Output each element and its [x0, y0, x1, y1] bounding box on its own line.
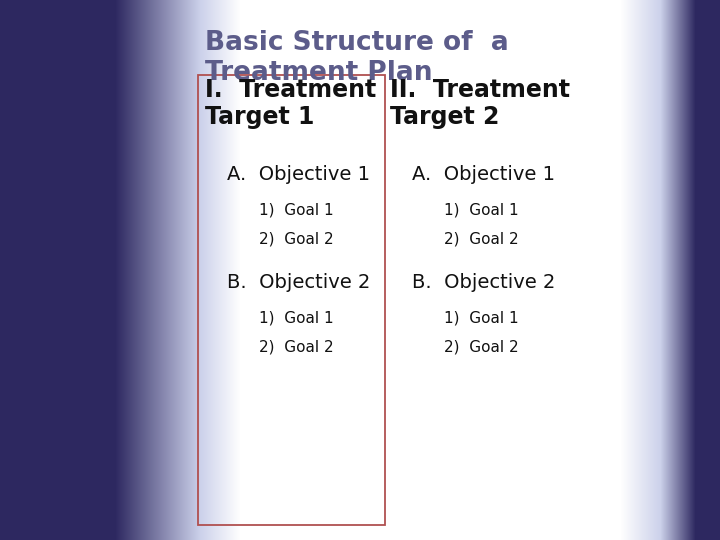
Text: II.  Treatment
Target 2: II. Treatment Target 2: [390, 78, 570, 129]
Text: 1)  Goal 1: 1) Goal 1: [259, 202, 333, 218]
Text: I.  Treatment
Target 1: I. Treatment Target 1: [205, 78, 377, 129]
Text: 2)  Goal 2: 2) Goal 2: [259, 339, 333, 354]
Text: B.  Objective 2: B. Objective 2: [227, 273, 370, 292]
Text: 1)  Goal 1: 1) Goal 1: [444, 310, 518, 326]
Text: 1)  Goal 1: 1) Goal 1: [444, 202, 518, 218]
Text: Basic Structure of  a
Treatment Plan: Basic Structure of a Treatment Plan: [205, 30, 509, 86]
Bar: [198, 75, 385, 525]
Text: 1)  Goal 1: 1) Goal 1: [259, 310, 333, 326]
Text: 2)  Goal 2: 2) Goal 2: [444, 339, 518, 354]
Text: 2)  Goal 2: 2) Goal 2: [444, 231, 518, 246]
Text: A.  Objective 1: A. Objective 1: [412, 165, 554, 184]
Text: A.  Objective 1: A. Objective 1: [227, 165, 369, 184]
Text: 2)  Goal 2: 2) Goal 2: [259, 231, 333, 246]
Text: B.  Objective 2: B. Objective 2: [412, 273, 555, 292]
